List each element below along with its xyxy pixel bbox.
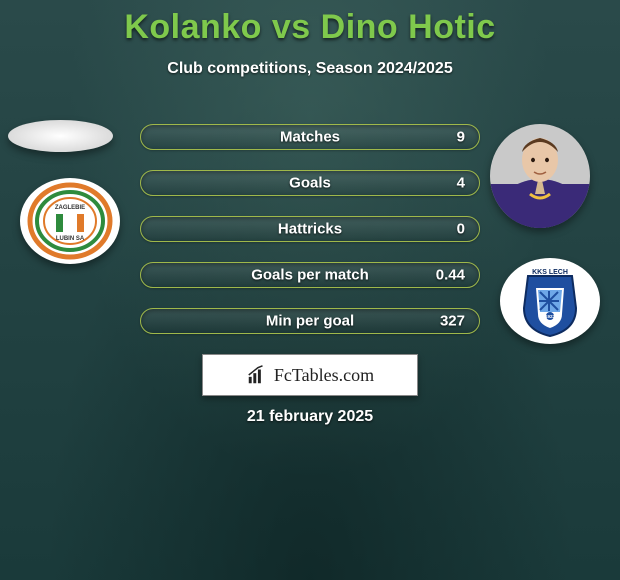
stat-label: Goals per match <box>251 267 369 284</box>
subtitle: Club competitions, Season 2024/2025 <box>0 60 620 78</box>
stat-value-right: 327 <box>440 313 465 330</box>
lech-poznan-crest-icon: KKS LECH 1922 <box>500 258 600 344</box>
stat-label: Goals <box>289 175 331 192</box>
player-photo-left <box>8 120 113 152</box>
club-crest-left: ZAGLEBIE LUBIN SA <box>20 178 120 264</box>
stat-bar: Goals 4 <box>140 170 480 196</box>
stat-value-right: 4 <box>457 175 465 192</box>
stat-value-right: 0.44 <box>436 267 465 284</box>
club-crest-right: KKS LECH 1922 <box>500 258 600 344</box>
stat-label: Min per goal <box>266 313 354 330</box>
stat-bar: Goals per match 0.44 <box>140 262 480 288</box>
stat-value-right: 0 <box>457 221 465 238</box>
svg-text:1922: 1922 <box>545 314 556 319</box>
svg-text:KKS LECH: KKS LECH <box>532 269 568 276</box>
stat-bar: Hattricks 0 <box>140 216 480 242</box>
stat-bar: Matches 9 <box>140 124 480 150</box>
zaglebie-lubin-crest-icon: ZAGLEBIE LUBIN SA <box>20 178 120 264</box>
stat-bar: Min per goal 327 <box>140 308 480 334</box>
bar-chart-icon <box>246 364 268 386</box>
stat-label: Hattricks <box>278 221 342 238</box>
page-title: Kolanko vs Dino Hotic <box>0 8 620 47</box>
date-label: 21 february 2025 <box>0 408 620 426</box>
stat-value-right: 9 <box>457 129 465 146</box>
svg-text:ZAGLEBIE: ZAGLEBIE <box>55 205 85 211</box>
stat-bar-list: Matches 9 Goals 4 Hattricks 0 Goals per … <box>140 124 480 334</box>
player-portrait-icon <box>490 124 590 228</box>
logo-text: FcTables.com <box>274 365 374 386</box>
stat-label: Matches <box>280 129 340 146</box>
fctables-logo[interactable]: FcTables.com <box>202 354 418 396</box>
svg-text:LUBIN SA: LUBIN SA <box>56 236 85 242</box>
player-photo-right <box>490 124 590 228</box>
